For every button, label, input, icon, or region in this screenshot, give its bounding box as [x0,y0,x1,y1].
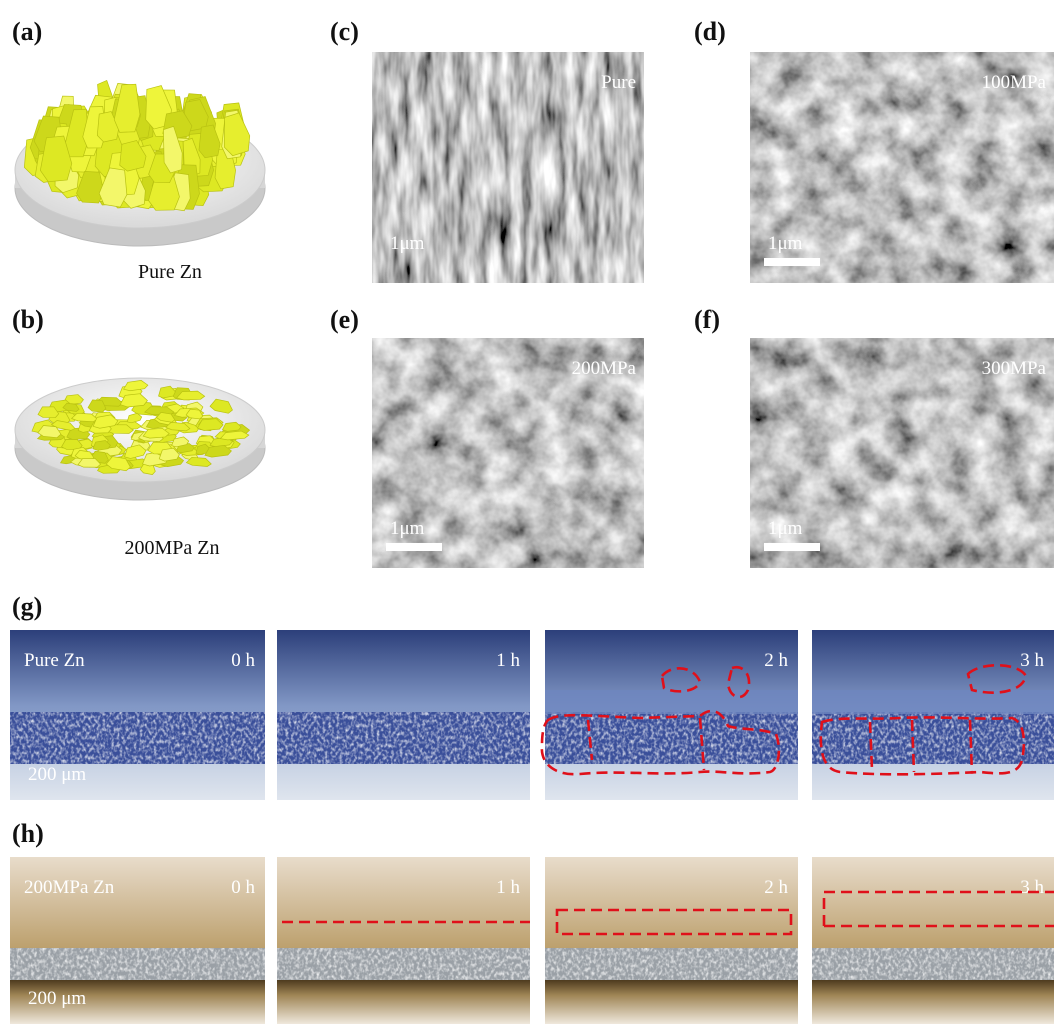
sample-label: 200MPa Zn [24,877,115,898]
micrograph-bottom [545,764,798,800]
time-label: 0 h [231,650,255,671]
panel-label: (e) [330,305,359,334]
time-label: 3 h [1020,650,1044,671]
time-label: 2 h [764,877,788,898]
scale-label: 1μm [768,233,803,254]
scale-label: 200 μm [28,764,86,785]
panel-label: (f) [694,305,720,334]
sample-tag: 100MPa [982,72,1047,93]
time-label: 1 h [496,877,520,898]
scale-bar [764,543,820,551]
sample-tag: 200MPa [572,358,637,379]
panel-label: (d) [694,17,726,46]
scale-bar [386,543,442,551]
panel-label: (b) [12,305,44,334]
micrograph-bottom [545,980,798,1024]
time-label: 2 h [764,650,788,671]
scale-bar [764,258,820,266]
zn-layer-texture [277,948,530,980]
caption: 200MPa Zn [125,537,220,559]
scale-label: 200 μm [28,988,86,1009]
figure: (a) (b) (c) (d) (e) (f) (g) (h) Pure Zn 200MPa Zn… [0,0,1054,1024]
sample-tag: Pure [601,72,636,93]
zn-layer-texture [277,712,530,764]
zn-layer-texture [10,948,265,980]
panel-label: (c) [330,17,359,46]
time-label: 1 h [496,650,520,671]
deposit [812,690,1054,714]
micrograph-bottom [812,980,1054,1024]
sample-tag: 300MPa [982,358,1047,379]
micrograph-bottom [277,980,530,1024]
zn-layer-texture [10,712,265,764]
content: (a) (b) (c) (d) (e) (f) (g) (h) Pure Zn 200MPa Zn… [10,17,1054,1024]
scale-label: 1μm [390,233,425,254]
caption: Pure Zn [138,261,202,283]
panel-label: (a) [12,17,42,46]
micrograph-bottom [277,764,530,800]
panel-label: (h) [12,819,44,848]
zn-layer-texture [812,948,1054,980]
zn-layer-texture [545,712,798,764]
sample-label: Pure Zn [24,650,85,671]
zn-layer-texture [545,948,798,980]
zn-flake [224,113,249,156]
panel-label: (g) [12,592,42,621]
scale-label: 1μm [768,518,803,539]
time-label: 0 h [231,877,255,898]
time-label: 3 h [1020,877,1044,898]
scale-label: 1μm [390,518,425,539]
deposit [545,690,798,714]
